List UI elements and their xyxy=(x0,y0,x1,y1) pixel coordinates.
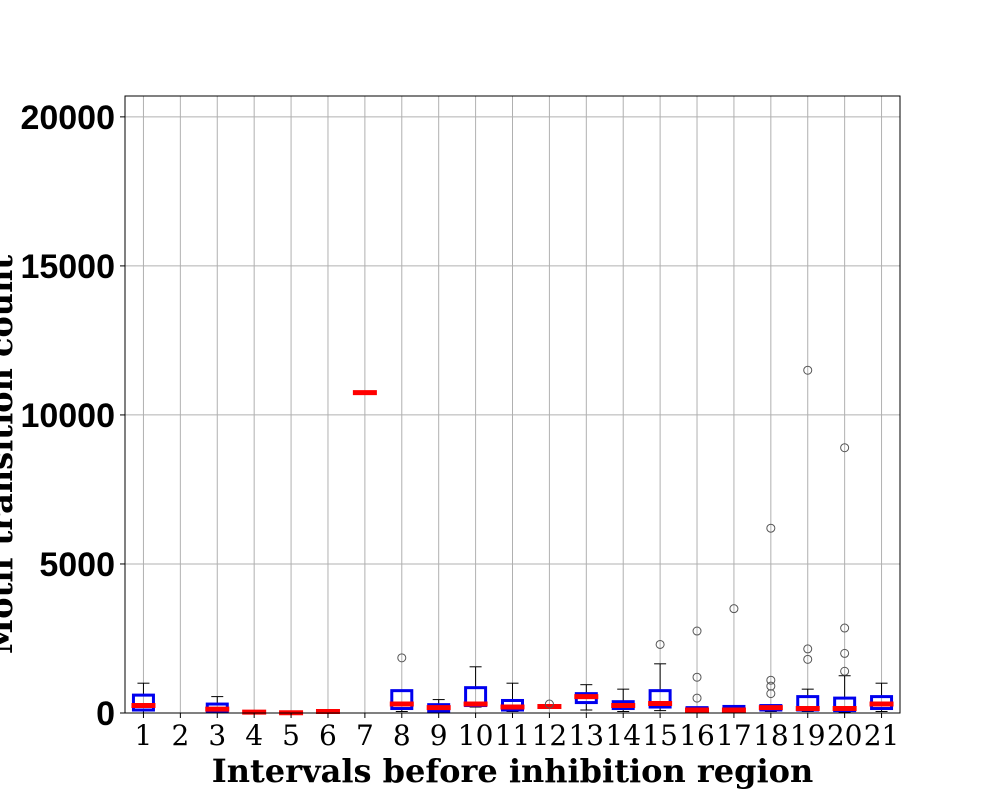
outlier-point xyxy=(840,443,850,453)
outlier-point xyxy=(803,654,813,664)
box-group xyxy=(426,699,451,713)
box-group xyxy=(648,639,673,712)
outlier-point xyxy=(803,365,813,375)
marks-layer xyxy=(131,365,894,716)
box-group xyxy=(869,682,894,713)
box-group xyxy=(758,523,783,713)
box-group xyxy=(205,696,230,714)
iqr-box xyxy=(648,689,672,709)
x-tick-label: 10 xyxy=(458,719,494,752)
box-group xyxy=(537,699,562,709)
outlier-point xyxy=(840,648,850,658)
outlier-point xyxy=(729,604,739,614)
grid-layer xyxy=(125,96,900,714)
box-group xyxy=(832,443,857,713)
x-tick-label: 15 xyxy=(642,719,678,752)
outlier-point xyxy=(692,672,702,682)
outlier-point xyxy=(766,689,776,699)
outlier-point xyxy=(544,699,554,709)
y-tick-label: 5000 xyxy=(39,546,115,584)
x-tick-label: 3 xyxy=(208,719,226,752)
x-tick-label: 20 xyxy=(827,719,863,752)
x-tick-label: 6 xyxy=(319,719,337,752)
y-axis-label: Motif transition count xyxy=(0,255,20,654)
x-tick-label: 5 xyxy=(282,719,300,752)
outlier-point xyxy=(397,653,407,663)
x-tick-label: 12 xyxy=(532,719,568,752)
outlier-point xyxy=(766,523,776,533)
x-tick-label: 4 xyxy=(245,719,263,752)
box-group xyxy=(463,666,488,708)
outlier-point xyxy=(766,681,776,691)
iqr-box xyxy=(390,689,414,711)
x-tick-label: 16 xyxy=(679,719,715,752)
y-tick-label: 20000 xyxy=(20,99,115,137)
x-tick-label: 9 xyxy=(430,719,448,752)
x-tick-label: 1 xyxy=(135,719,153,752)
box-group xyxy=(795,365,820,713)
outlier-point xyxy=(766,675,776,685)
box-group xyxy=(721,604,746,714)
box-group xyxy=(574,684,599,711)
x-tick-label: 21 xyxy=(864,719,900,752)
outlier-point xyxy=(692,693,702,703)
box-group xyxy=(500,682,525,713)
outlier-point xyxy=(803,644,813,654)
iqr-box xyxy=(131,693,155,712)
y-tick-label: 15000 xyxy=(20,248,115,286)
x-axis-label: Intervals before inhibition region xyxy=(212,752,814,790)
y-tick-label: 10000 xyxy=(20,397,115,435)
x-tick-label: 14 xyxy=(605,719,641,752)
outlier-point xyxy=(840,623,850,633)
x-tick-label: 11 xyxy=(495,719,531,752)
x-tick-label: 8 xyxy=(393,719,411,752)
box-group xyxy=(685,626,710,714)
x-tick-label: 18 xyxy=(753,719,789,752)
x-tick-label: 17 xyxy=(716,719,752,752)
x-tick-label: 7 xyxy=(356,719,374,752)
ticks-layer: 1 2 3 4 5 6 7 8 9 10 11 12 13 14 15 16 17 18 19 20 210500010… xyxy=(20,99,899,752)
outlier-point xyxy=(840,666,850,676)
x-tick-label: 2 xyxy=(171,719,189,752)
x-tick-label: 13 xyxy=(568,719,604,752)
box-group xyxy=(611,688,636,713)
x-tick-label: 19 xyxy=(790,719,826,752)
outlier-point xyxy=(692,626,702,636)
y-tick-label: 0 xyxy=(96,695,115,733)
outlier-point xyxy=(655,639,665,649)
box-group xyxy=(389,653,414,713)
